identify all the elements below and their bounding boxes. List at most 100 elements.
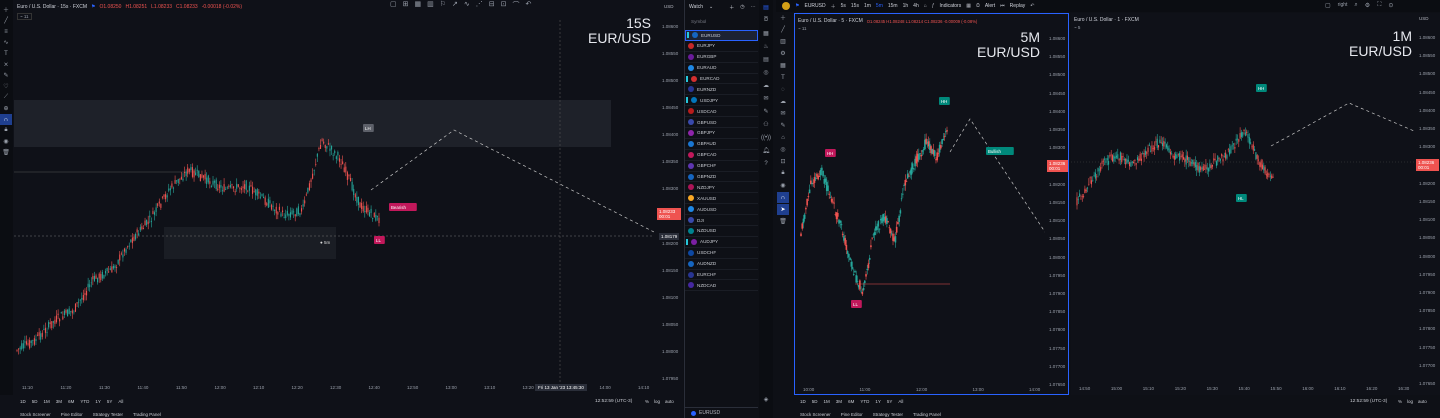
users-icon[interactable]: ⚇: [763, 122, 769, 128]
watchlist-item[interactable]: GBPCAD: [685, 150, 758, 161]
range-button[interactable]: auto: [1418, 399, 1427, 404]
range-button[interactable]: log: [654, 399, 661, 404]
broadcast-icon[interactable]: ((•)): [760, 134, 772, 141]
projection-icon[interactable]: ⨯: [3, 62, 9, 68]
ruler-tool-icon[interactable]: ▥: [427, 1, 434, 8]
date-range-icon[interactable]: ⊡: [500, 1, 507, 8]
timeframe-button[interactable]: 15m: [887, 3, 898, 9]
indicators-button[interactable]: Indicators: [939, 3, 962, 9]
footer-symbol[interactable]: EURUSD: [699, 410, 721, 416]
layers-icon[interactable]: ◈: [763, 397, 769, 403]
range-button[interactable]: 1M: [43, 399, 50, 404]
watchlist-item[interactable]: GBPCHF: [685, 161, 758, 172]
right-time-axis[interactable]: 14:50 15:00 15:10 15:20 15:30 15:40 15:50 16:00…: [1071, 386, 1414, 394]
text-icon[interactable]: T: [781, 74, 785, 81]
alerts-icon[interactable]: ⏰︎: [763, 17, 769, 23]
pattern-icon[interactable]: ∿: [3, 40, 9, 46]
zoom-icon[interactable]: ⊕: [3, 106, 9, 112]
range-button[interactable]: 5D: [31, 399, 38, 404]
fib-retrace-icon[interactable]: ⊞: [402, 1, 409, 8]
bottom-tab[interactable]: Trading Panel: [132, 412, 161, 417]
notification-icon[interactable]: 🔔︎: [762, 148, 770, 154]
range-button[interactable]: 1D: [800, 399, 806, 404]
watchlist-item[interactable]: USDCAD: [685, 106, 758, 118]
watchlist-item[interactable]: NZDJPY: [685, 182, 758, 194]
watchlist-item[interactable]: USDJPY: [685, 95, 758, 107]
crosshair-icon[interactable]: ＋: [779, 16, 786, 22]
mid-chart-panel[interactable]: Euro / U.S. Dollar · 5 · FXCM O1.08245 H…: [794, 13, 1069, 395]
rect-icon[interactable]: ▢: [390, 1, 397, 8]
lock-icon[interactable]: 🔒︎: [781, 170, 785, 176]
watchlist-item[interactable]: EURUSD: [685, 30, 758, 41]
range-button[interactable]: 6M: [68, 399, 75, 404]
range-button[interactable]: %: [1398, 399, 1403, 404]
chart-type-icon[interactable]: ⌂: [923, 3, 927, 9]
timeframe-button[interactable]: 1h: [902, 3, 909, 9]
range-button[interactable]: 3M: [835, 399, 843, 404]
trash-icon[interactable]: 🗑︎: [2, 150, 10, 156]
compare-icon[interactable]: ＋: [830, 3, 836, 10]
range-button[interactable]: 5Y: [886, 399, 893, 404]
range-button[interactable]: YTD: [80, 399, 90, 404]
pattern-icon[interactable]: ⚙: [780, 51, 786, 57]
heart-icon[interactable]: ♡: [3, 84, 9, 90]
range-button[interactable]: YTD: [860, 399, 870, 404]
toolbar-symbol[interactable]: EURUSD: [804, 3, 826, 9]
chat-icon[interactable]: ✉: [763, 96, 769, 102]
range-icon[interactable]: ⊟: [488, 1, 495, 8]
left-candles-svg[interactable]: LH Bearish LL ● 5m: [14, 20, 654, 382]
right-price-axis[interactable]: 1.08600 1.08550 1.08500 1.08450 1.08400 1.083…: [1417, 31, 1439, 387]
fib-icon[interactable]: ≡: [4, 28, 8, 35]
watchlist-title[interactable]: Watch: [689, 4, 703, 10]
add-symbol-icon[interactable]: ＋: [729, 5, 735, 11]
trend-line-icon[interactable]: ╱: [4, 18, 8, 24]
lock-icon[interactable]: 🔒︎: [4, 127, 8, 133]
timeframe-button[interactable]: 5m: [875, 3, 883, 9]
range-button[interactable]: auto: [665, 399, 674, 404]
range-button[interactable]: 1M: [823, 399, 830, 404]
flag-tool-icon[interactable]: ⚐: [439, 1, 447, 8]
more-icon[interactable]: ⋯: [750, 4, 756, 10]
range-button[interactable]: All: [898, 399, 904, 404]
range-button[interactable]: All: [118, 399, 124, 404]
zoom-icon[interactable]: ◎: [780, 147, 786, 153]
watchlist-item[interactable]: USDCHF: [685, 248, 758, 259]
fib-icon[interactable]: ▥: [780, 39, 786, 45]
watchlist-item[interactable]: EURCHF: [685, 270, 758, 281]
undo-icon[interactable]: ↶: [525, 1, 532, 8]
range-button[interactable]: 6M: [848, 399, 855, 404]
range-button[interactable]: 1Y: [875, 399, 881, 404]
layout-name[interactable]: right: [1337, 2, 1348, 8]
watchlist-item[interactable]: EURGBP: [685, 52, 758, 63]
chevron-down-icon[interactable]: ⌄: [708, 4, 714, 10]
forecast-icon[interactable]: ▦: [780, 63, 786, 69]
trash-icon[interactable]: 🗑︎: [779, 219, 787, 225]
watchlist-item[interactable]: EURJPY: [685, 41, 758, 52]
text-icon[interactable]: T: [4, 50, 8, 57]
symbol-search-icon[interactable]: ⚑: [795, 3, 800, 9]
watchlist-col-header[interactable]: Symbol: [691, 19, 707, 24]
settings-icon[interactable]: ⚙: [1364, 2, 1371, 9]
watchlist-item[interactable]: GBPUSD: [685, 117, 758, 129]
right-candles-svg[interactable]: HH HL: [1071, 31, 1414, 387]
left-time-axis[interactable]: 11:10 11:20 11:30 11:40 11:50 12:00 12:10 12:20…: [14, 385, 654, 393]
crosshair-icon[interactable]: ＋: [2, 8, 9, 14]
undo-icon[interactable]: ↶: [1030, 3, 1035, 9]
watchlist-item[interactable]: EURCAD: [685, 74, 758, 85]
alert-button[interactable]: Alert: [984, 3, 996, 9]
timeframe-button[interactable]: 15s: [850, 3, 859, 9]
curve-icon[interactable]: ⌒: [512, 2, 520, 9]
bottom-tab[interactable]: Stock Screener: [800, 412, 831, 417]
range-button[interactable]: 1D: [20, 399, 26, 404]
trend-line-icon[interactable]: ╱: [781, 27, 785, 33]
path-icon[interactable]: ⋰: [475, 1, 483, 8]
data-window-icon[interactable]: ▦: [763, 31, 769, 37]
watchlist-item[interactable]: GBPAUD: [685, 139, 758, 150]
replay-icon[interactable]: ⏮: [1000, 3, 1005, 9]
speech-icon[interactable]: ✉: [780, 111, 786, 117]
help-icon[interactable]: ?: [764, 160, 768, 167]
watchlist-item[interactable]: EURNZD: [685, 84, 758, 96]
left-price-axis[interactable]: 1.08600 1.08550 1.08500 1.08450 1.08400 1.083…: [660, 20, 682, 382]
interval-badge[interactable]: ~ 11: [798, 26, 807, 31]
mid-time-axis[interactable]: 10:00 11:00 12:00 13:00 14:00: [795, 387, 1045, 394]
